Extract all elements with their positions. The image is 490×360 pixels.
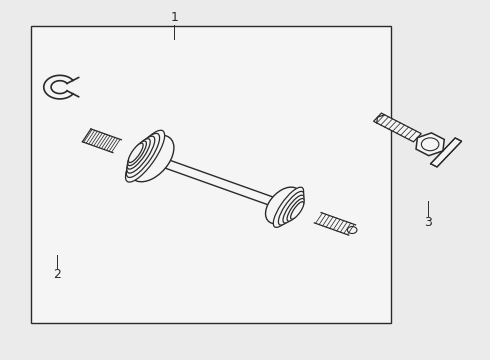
Text: 3: 3 [424, 216, 432, 229]
Ellipse shape [278, 192, 304, 225]
Polygon shape [431, 138, 462, 167]
Circle shape [347, 226, 357, 234]
Text: 1: 1 [171, 11, 178, 24]
Ellipse shape [287, 198, 304, 221]
Ellipse shape [283, 195, 304, 223]
Ellipse shape [129, 135, 174, 182]
Ellipse shape [127, 139, 150, 169]
Ellipse shape [128, 141, 147, 166]
Ellipse shape [128, 143, 143, 163]
Text: 2: 2 [53, 268, 61, 281]
Polygon shape [416, 133, 444, 156]
Ellipse shape [266, 187, 301, 224]
Ellipse shape [125, 130, 165, 182]
FancyBboxPatch shape [30, 26, 391, 323]
Polygon shape [373, 113, 421, 142]
Ellipse shape [291, 202, 304, 219]
Ellipse shape [273, 187, 304, 228]
Ellipse shape [126, 133, 160, 177]
Ellipse shape [127, 136, 155, 173]
